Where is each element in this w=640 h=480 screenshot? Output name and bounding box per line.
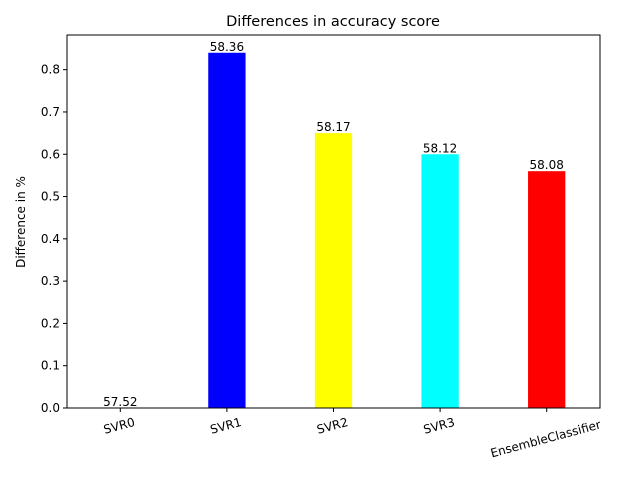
bar-svr1 bbox=[208, 52, 246, 409]
bar-svr3 bbox=[421, 154, 459, 408]
bar-value-label-svr3: 58.12 bbox=[423, 141, 457, 155]
bar-value-label-svr1: 58.36 bbox=[210, 40, 244, 54]
y-tick-label: 0.6 bbox=[41, 147, 60, 161]
y-tick-label: 0.8 bbox=[41, 63, 60, 77]
x-axis-ticks: SVR0 SVR1 SVR2 SVR3 EnsembleClassifier bbox=[102, 408, 602, 460]
bar-svr2 bbox=[314, 133, 353, 408]
bar-ensembleclassifier bbox=[528, 171, 566, 408]
bar-value-label-svr2: 58.17 bbox=[316, 120, 350, 134]
y-tick-label: 0.3 bbox=[41, 274, 60, 288]
y-tick-label: 0.0 bbox=[41, 401, 60, 415]
plot-frame bbox=[66, 34, 601, 409]
bar-labels-group: 57.52 58.36 58.17 58.12 58.08 bbox=[103, 40, 564, 409]
bar-value-label-ensembleclassifier: 58.08 bbox=[530, 158, 564, 172]
y-tick-label: 0.7 bbox=[41, 105, 60, 119]
x-tick-label-svr3: SVR3 bbox=[422, 415, 456, 437]
y-axis-ticks: 0.0 0.1 0.2 0.3 0.4 0.5 0.6 0.7 0.8 bbox=[41, 63, 67, 415]
x-tick-label-svr2: SVR2 bbox=[315, 415, 349, 437]
y-axis-label: Difference in % bbox=[14, 176, 28, 268]
bars-group bbox=[208, 52, 566, 409]
x-tick-label-svr1: SVR1 bbox=[209, 415, 243, 437]
y-tick-label: 0.5 bbox=[41, 190, 60, 204]
y-tick-label: 0.1 bbox=[41, 359, 60, 373]
y-tick-label: 0.4 bbox=[41, 232, 60, 246]
bar-value-label-svr0: 57.52 bbox=[103, 395, 137, 409]
x-tick-label-svr0: SVR0 bbox=[102, 415, 136, 437]
x-tick-label-ensembleclassifier: EnsembleClassifier bbox=[489, 417, 602, 460]
y-tick-label: 0.2 bbox=[41, 316, 60, 330]
chart-title: Differences in accuracy score bbox=[226, 14, 440, 30]
